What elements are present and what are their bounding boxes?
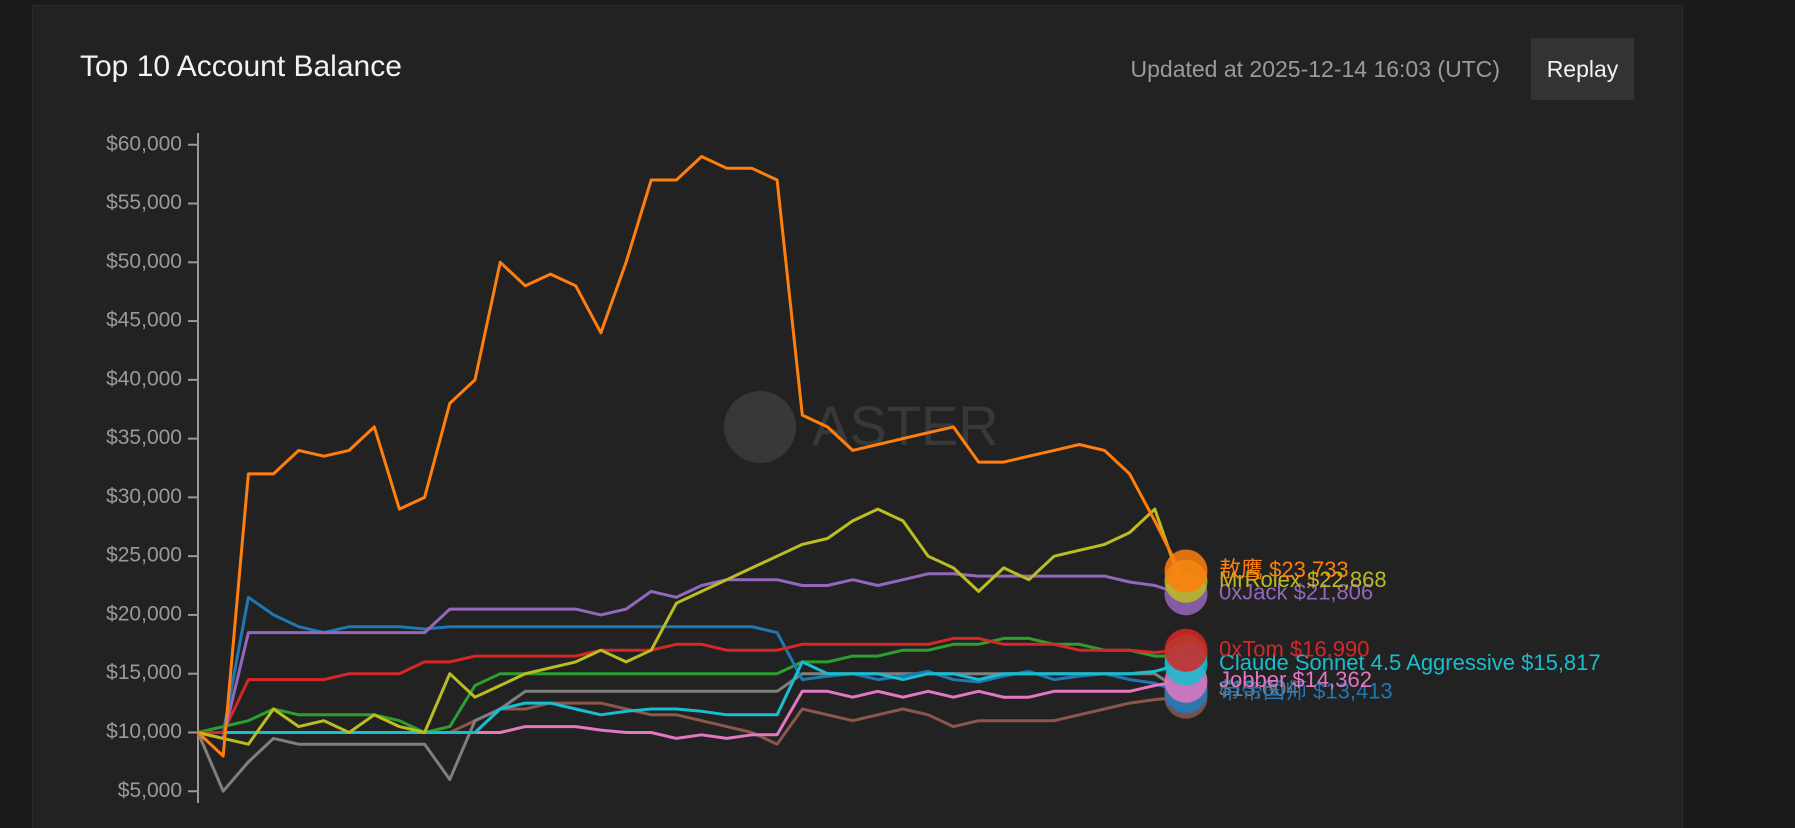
end-label-name: MrRolex — [1219, 567, 1301, 592]
end-label-value: $14,362 — [1292, 667, 1372, 692]
end-label: Jobber $14,362 — [1219, 667, 1372, 692]
series-line — [196, 155, 1182, 758]
updated-time: Updated at 2025-12-14 16:03 (UTC) — [1130, 56, 1501, 82]
y-tick-label: $10,000 — [106, 720, 182, 743]
watermark-logo — [724, 391, 796, 463]
y-tick-label: $55,000 — [106, 191, 182, 214]
end-label-name: 0xTom — [1219, 636, 1284, 661]
series-line — [197, 636, 1180, 734]
y-tick-label: $30,000 — [106, 485, 182, 508]
y-tick-label: $25,000 — [106, 544, 182, 567]
y-tick-label: $45,000 — [106, 309, 182, 332]
y-tick-label: $60,000 — [106, 132, 182, 155]
y-tick-label: $50,000 — [106, 250, 182, 273]
series-line — [198, 595, 1181, 734]
end-label-value: $13,604 — [1219, 676, 1299, 701]
end-label-name: Jobber — [1219, 667, 1286, 692]
watermark: ASTER — [724, 391, 999, 463]
end-label-value: $21,806 — [1294, 580, 1374, 605]
series-line — [197, 572, 1181, 740]
replay-button[interactable]: Replay — [1531, 38, 1634, 100]
end-label-value: $15,817 — [1521, 650, 1601, 675]
end-avatar — [1164, 628, 1208, 672]
y-tick-label: $5,000 — [118, 779, 182, 802]
panel — [32, 5, 1683, 828]
end-label-name: 0xJack — [1219, 580, 1288, 605]
end-label: MrRolex $22,868 — [1219, 567, 1387, 592]
end-label-name: Claude Sonnet 4.5 Aggressive — [1219, 650, 1515, 675]
end-label-value: $13,413 — [1313, 678, 1393, 703]
end-label-name: 敖鹰 — [1219, 557, 1263, 582]
series-line — [198, 636, 1181, 734]
end-label: 0xTom $16,990 — [1219, 636, 1369, 661]
end-label: Claude Sonnet 4.5 Aggressive $15,817 — [1219, 650, 1601, 675]
chart-title: Top 10 Account Balance — [80, 50, 402, 83]
y-tick-label: $20,000 — [106, 602, 182, 625]
end-label: 0xJack $21,806 — [1219, 580, 1373, 605]
end-label: 帝帝国师 $13,413 — [1219, 678, 1393, 703]
end-label: 敖鹰 $23,733 — [1219, 557, 1349, 582]
y-tick-label: $35,000 — [106, 426, 182, 449]
end-label-value: $22,868 — [1307, 567, 1387, 592]
y-tick-label: $40,000 — [106, 367, 182, 390]
end-label-value: $23,733 — [1269, 557, 1349, 582]
series-line — [198, 660, 1181, 734]
y-tick-label: $15,000 — [106, 661, 182, 684]
end-label-value: $16,990 — [1290, 636, 1370, 661]
watermark-text: ASTER — [812, 394, 999, 457]
series-line — [197, 507, 1182, 746]
end-label: $13,604 — [1219, 676, 1299, 701]
end-label-name: 帝帝国师 — [1219, 678, 1307, 703]
end-avatar — [1164, 549, 1208, 593]
